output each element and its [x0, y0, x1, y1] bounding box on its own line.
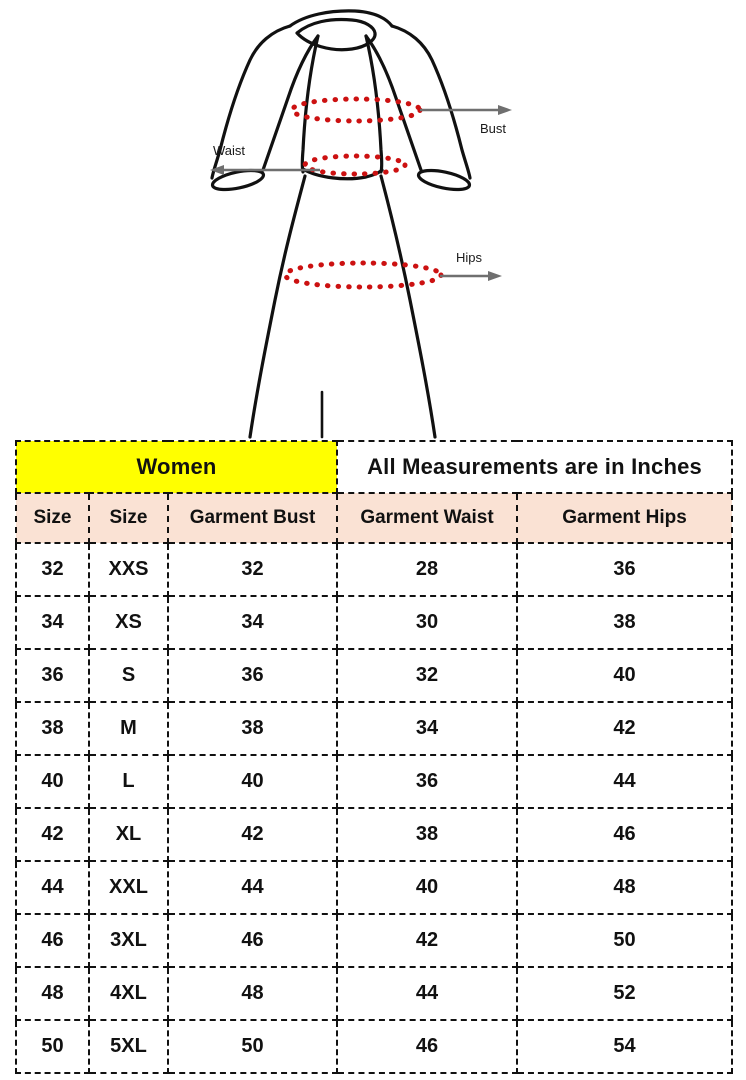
women-title-cell: Women	[14, 440, 339, 494]
skirt-left-path	[248, 174, 307, 439]
cell-garment-waist: 46	[336, 1019, 519, 1074]
waist-label: Waist	[213, 143, 245, 158]
waist-arrow	[210, 165, 320, 175]
cell-garment-hips: 38	[516, 595, 734, 650]
cell-size-alpha: XL	[88, 807, 169, 862]
right-cuff-ellipse	[416, 168, 472, 192]
table-row: 32 XXS 32 28 36	[15, 542, 734, 597]
dress-outline-group	[210, 9, 472, 439]
cell-garment-hips: 48	[516, 860, 734, 915]
cell-garment-bust: 46	[166, 913, 339, 968]
cell-garment-bust: 48	[166, 966, 339, 1021]
cell-garment-hips: 50	[516, 913, 734, 968]
cell-garment-bust: 36	[166, 648, 339, 703]
column-header-size-numeric: Size	[15, 492, 90, 544]
bust-arrow	[420, 105, 512, 115]
cell-size-alpha: XS	[88, 595, 169, 650]
bodice-right-side-path	[364, 34, 384, 174]
cell-garment-bust: 44	[166, 860, 339, 915]
left-sleeve-inner-path	[261, 34, 320, 172]
cell-garment-hips: 40	[516, 648, 734, 703]
table-row: 40 L 40 36 44	[15, 754, 734, 809]
table-row: 34 XS 34 30 38	[15, 595, 734, 650]
cell-garment-waist: 34	[336, 701, 519, 756]
cell-size-numeric: 44	[15, 860, 90, 915]
cell-size-alpha: L	[88, 754, 169, 809]
dress-illustration: Bust Waist Hips	[0, 0, 746, 440]
cell-garment-bust: 50	[166, 1019, 339, 1074]
column-header-garment-waist: Garment Waist	[336, 492, 519, 544]
neckline-path	[295, 17, 377, 52]
cell-garment-hips: 36	[516, 542, 734, 597]
table-row: 42 XL 42 38 46	[15, 807, 734, 862]
table-row: 44 XXL 44 40 48	[15, 860, 734, 915]
cell-garment-waist: 28	[336, 542, 519, 597]
table-row: 36 S 36 32 40	[15, 648, 734, 703]
size-chart-container: Women All Measurements are in Inches Siz…	[14, 440, 734, 1074]
column-header-size-alpha: Size	[88, 492, 169, 544]
cell-garment-bust: 38	[166, 701, 339, 756]
table-row: 46 3XL 46 42 50	[15, 913, 734, 968]
size-chart-table: Women All Measurements are in Inches Siz…	[14, 440, 734, 1074]
hips-band-ellipse	[282, 260, 444, 290]
skirt-right-path	[379, 174, 437, 439]
units-title-cell: All Measurements are in Inches	[336, 440, 734, 494]
cell-garment-hips: 54	[516, 1019, 734, 1074]
cell-size-numeric: 38	[15, 701, 90, 756]
cell-size-alpha: 3XL	[88, 913, 169, 968]
hips-arrow	[440, 271, 502, 281]
left-cuff-ellipse	[210, 168, 266, 192]
cell-size-numeric: 40	[15, 754, 90, 809]
cell-size-alpha: M	[88, 701, 169, 756]
right-sleeve-inner-path	[364, 34, 423, 172]
column-header-garment-hips: Garment Hips	[516, 492, 734, 544]
cell-size-numeric: 32	[15, 542, 90, 597]
cell-size-alpha: XXS	[88, 542, 169, 597]
cell-garment-waist: 30	[336, 595, 519, 650]
cell-garment-hips: 44	[516, 754, 734, 809]
table-row: 50 5XL 50 46 54	[15, 1019, 734, 1074]
cell-garment-waist: 42	[336, 913, 519, 968]
cell-garment-waist: 36	[336, 754, 519, 809]
table-row: 48 4XL 48 44 52	[15, 966, 734, 1021]
cell-size-numeric: 42	[15, 807, 90, 862]
cell-size-alpha: XXL	[88, 860, 169, 915]
cell-garment-bust: 40	[166, 754, 339, 809]
cell-size-alpha: 4XL	[88, 966, 169, 1021]
cell-size-numeric: 36	[15, 648, 90, 703]
waist-band-ellipse	[302, 153, 408, 177]
cell-size-numeric: 50	[15, 1019, 90, 1074]
cell-size-alpha: 5XL	[88, 1019, 169, 1074]
cell-garment-waist: 40	[336, 860, 519, 915]
cell-size-numeric: 48	[15, 966, 90, 1021]
cell-garment-hips: 52	[516, 966, 734, 1021]
bodice-left-side-path	[300, 34, 320, 174]
left-sleeve-path	[210, 24, 292, 180]
arrows-group	[210, 105, 512, 281]
cell-garment-bust: 34	[166, 595, 339, 650]
bust-label: Bust	[480, 121, 506, 136]
cell-garment-waist: 44	[336, 966, 519, 1021]
cell-garment-hips: 42	[516, 701, 734, 756]
cell-garment-waist: 38	[336, 807, 519, 862]
cell-size-alpha: S	[88, 648, 169, 703]
measure-bands-group	[282, 96, 444, 290]
cell-garment-bust: 42	[166, 807, 339, 862]
table-row: 38 M 38 34 42	[15, 701, 734, 756]
table-title-row: Women All Measurements are in Inches	[14, 440, 734, 494]
table-header-row: Size Size Garment Bust Garment Waist Gar…	[15, 492, 734, 544]
waist-seam-path	[301, 167, 384, 181]
cell-size-numeric: 46	[15, 913, 90, 968]
hips-label: Hips	[456, 250, 483, 265]
cell-garment-hips: 46	[516, 807, 734, 862]
column-header-garment-bust: Garment Bust	[166, 492, 339, 544]
shoulder-yoke-path	[288, 9, 394, 28]
cell-garment-bust: 32	[166, 542, 339, 597]
cell-garment-waist: 32	[336, 648, 519, 703]
cell-size-numeric: 34	[15, 595, 90, 650]
right-sleeve-path	[390, 24, 472, 180]
